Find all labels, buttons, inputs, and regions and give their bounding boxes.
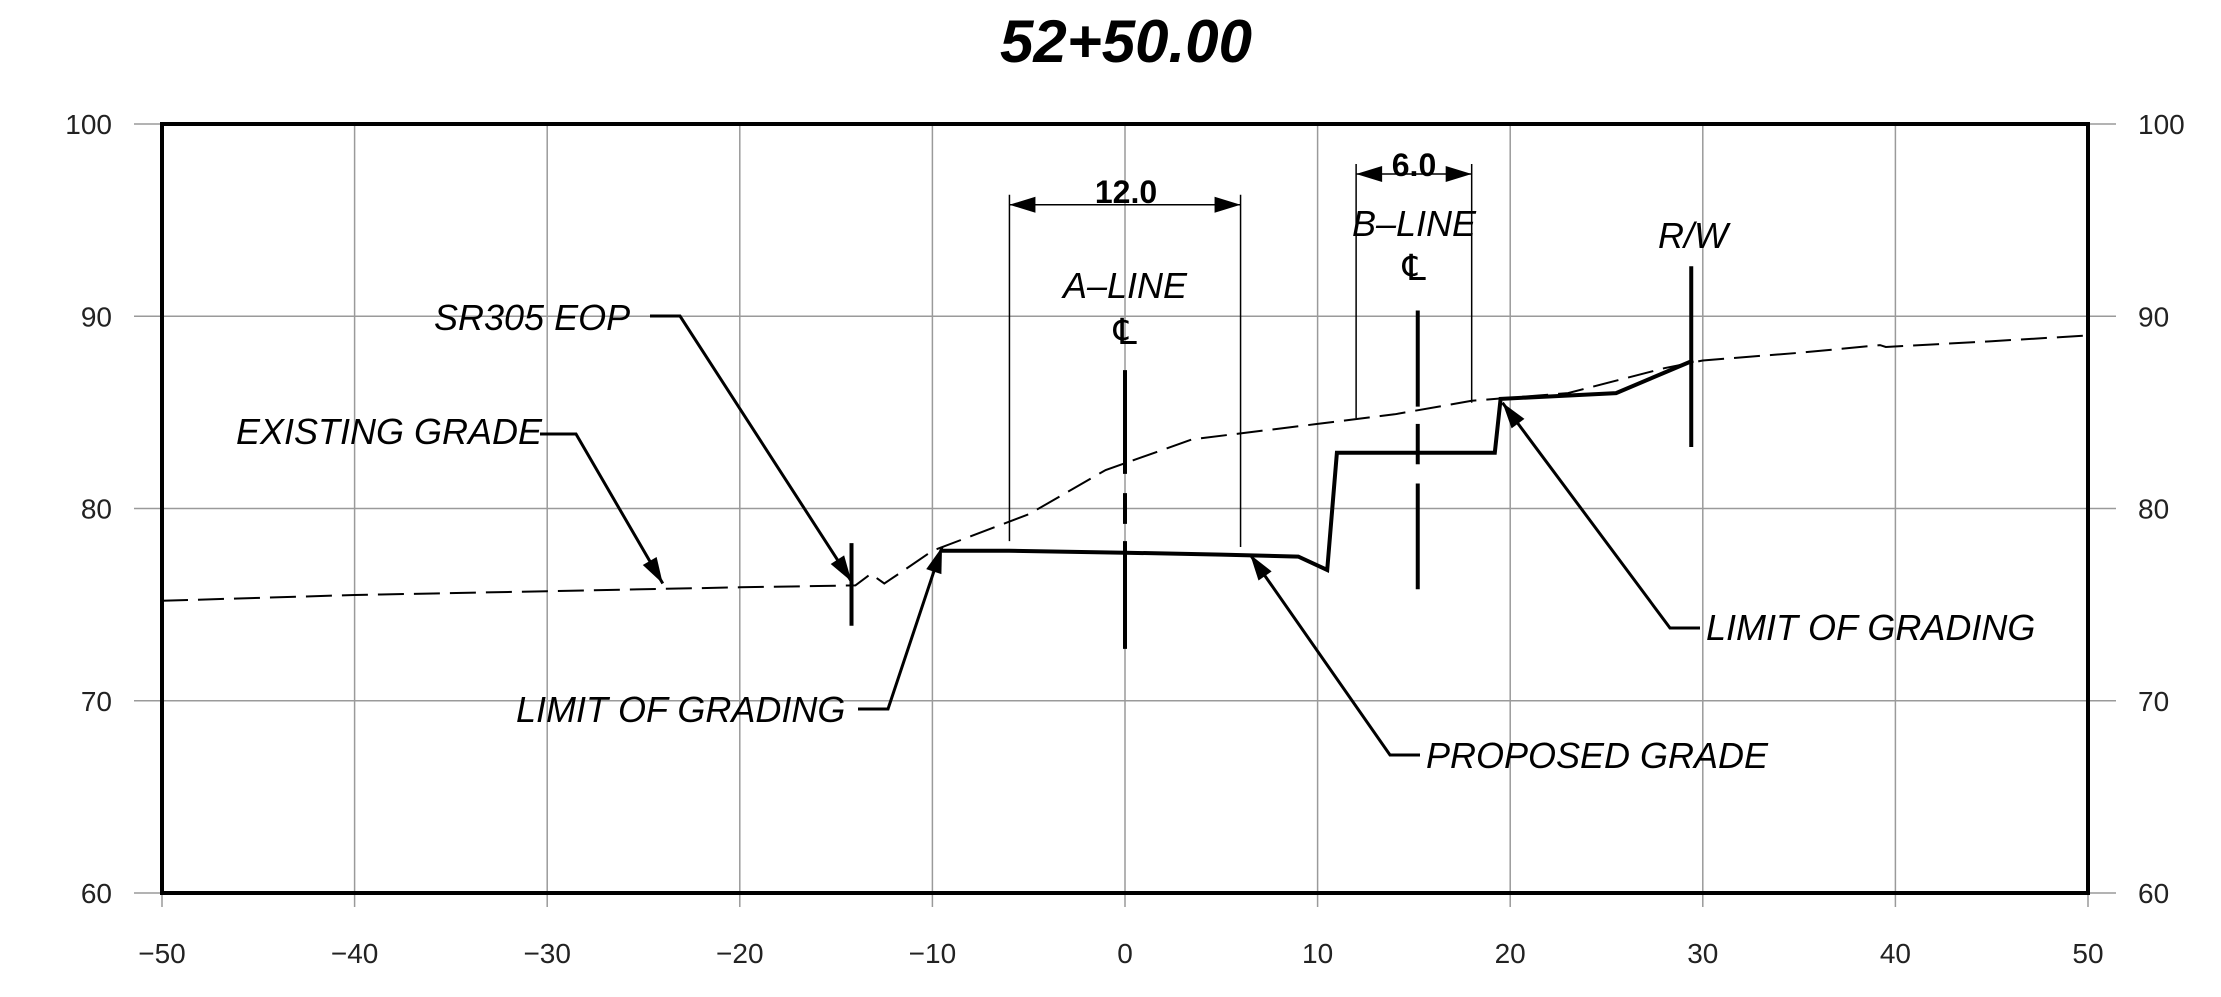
limit-of-grading-right-label: LIMIT OF GRADING bbox=[1706, 607, 2035, 648]
existing-grade-label: EXISTING GRADE bbox=[236, 411, 543, 452]
x-tick-label: −10 bbox=[909, 938, 957, 969]
proposed-grade-line bbox=[942, 358, 1694, 574]
dimension-b-arrowhead bbox=[1445, 165, 1472, 182]
existing-grade-leader bbox=[540, 432, 665, 585]
plot-frame bbox=[160, 122, 2090, 895]
y-tick-label-left: 80 bbox=[81, 494, 112, 525]
x-tick-label: 40 bbox=[1880, 938, 1911, 969]
y-tick-label-right: 90 bbox=[2138, 301, 2169, 332]
y-tick-label-left: 70 bbox=[81, 686, 112, 717]
limit-of-grading-left-label: LIMIT OF GRADING bbox=[516, 689, 845, 730]
dimension-a-arrowhead bbox=[1214, 196, 1241, 213]
limit-of-grading-left-leader bbox=[858, 546, 944, 711]
a-line-label: A–LINE bbox=[1061, 265, 1188, 306]
chart-title: 52+50.00 bbox=[1000, 8, 1252, 75]
x-tick-label: −50 bbox=[138, 938, 186, 969]
a-line-centerline-symbol: ℄ bbox=[1109, 311, 1141, 352]
sr305-eop-leader bbox=[650, 314, 853, 583]
b-line-label: B–LINE bbox=[1352, 203, 1477, 244]
sr305-eop-label: SR305 EOP bbox=[434, 297, 630, 338]
proposed-grade-label: PROPOSED GRADE bbox=[1426, 735, 1769, 776]
limit-of-grading-left-leader-arrowhead bbox=[926, 546, 943, 575]
existing-grade-leader-arrowhead bbox=[642, 556, 663, 584]
series-layer bbox=[161, 334, 2089, 602]
dimension-b-arrowhead bbox=[1356, 165, 1383, 182]
limit-of-grading-right-leader bbox=[1501, 401, 1700, 630]
existing-grade-line bbox=[161, 334, 2089, 602]
x-tick-label: −40 bbox=[331, 938, 379, 969]
y-tick-label-right: 80 bbox=[2138, 494, 2169, 525]
x-tick-label: 50 bbox=[2072, 938, 2103, 969]
x-tick-label: −20 bbox=[716, 938, 764, 969]
tick-labels: −50 −40 −30 −20 −10 0 10 20 30 40 50 60 60 70 70 80 80 90… bbox=[65, 109, 2184, 969]
y-tick-label-left: 90 bbox=[81, 301, 112, 332]
right-of-way-label: R/W bbox=[1658, 215, 1731, 256]
proposed-grade-leader bbox=[1248, 553, 1420, 757]
sr305-eop-leader-arrowhead bbox=[830, 555, 852, 582]
proposed-grade-leader-arrowhead bbox=[1250, 554, 1272, 581]
y-tick-label-left: 60 bbox=[81, 878, 112, 909]
y-tick-label-right: 60 bbox=[2138, 878, 2169, 909]
limit-of-grading-right-leader-arrowhead bbox=[1502, 402, 1525, 429]
dimension-a-label: 12.0 bbox=[1095, 174, 1157, 210]
dimension-a-arrowhead bbox=[1009, 196, 1036, 213]
y-tick-label-right: 100 bbox=[2138, 109, 2185, 140]
x-tick-label: 10 bbox=[1302, 938, 1333, 969]
x-tick-label: 0 bbox=[1117, 938, 1133, 969]
x-tick-label: −30 bbox=[523, 938, 571, 969]
x-tick-label: 20 bbox=[1495, 938, 1526, 969]
x-tick-label: 30 bbox=[1687, 938, 1718, 969]
y-tick-label-right: 70 bbox=[2138, 686, 2169, 717]
y-tick-label-left: 100 bbox=[65, 109, 112, 140]
annotation-layer bbox=[540, 163, 1700, 757]
dimension-b-label: 6.0 bbox=[1392, 147, 1436, 183]
b-line-centerline-symbol: ℄ bbox=[1398, 247, 1430, 288]
